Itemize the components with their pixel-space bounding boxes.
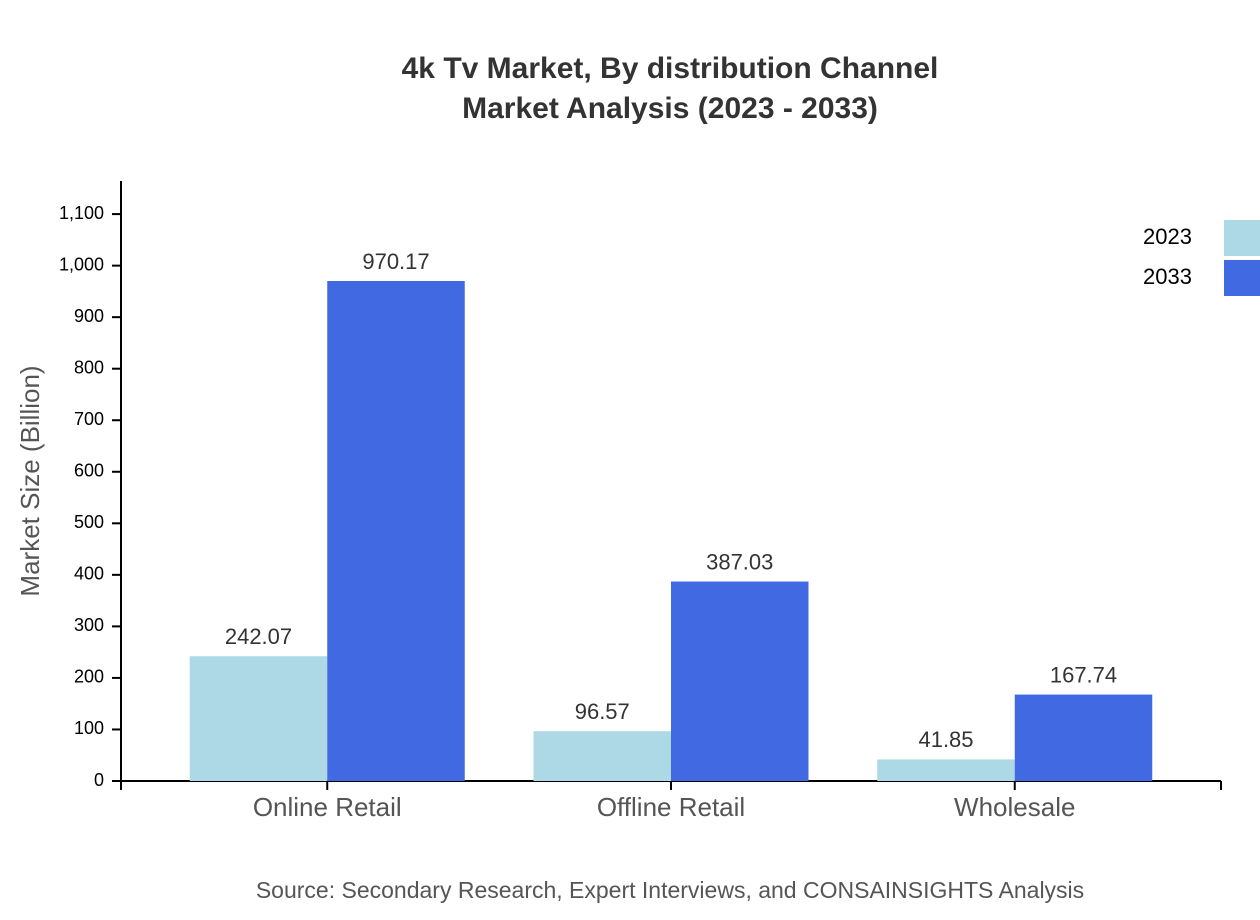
bar — [189, 656, 328, 781]
bar — [877, 759, 1015, 781]
chart-title: 4k Tv Market, By distribution Channel — [402, 52, 939, 85]
y-tick-label: 600 — [74, 461, 104, 481]
y-tick-label: 300 — [74, 615, 104, 635]
y-tick-label: 800 — [74, 357, 104, 377]
x-tick-label: Online Retail — [253, 792, 402, 822]
y-tick-label: 0 — [94, 770, 104, 790]
y-tick-label: 700 — [74, 409, 104, 429]
value-label: 242.07 — [225, 624, 292, 649]
legend-swatch — [1224, 260, 1260, 296]
y-tick-label: 1,000 — [59, 254, 104, 274]
bar — [671, 581, 809, 781]
bar — [1014, 694, 1153, 781]
y-axis-label: Market Size (Billion) — [15, 365, 45, 596]
x-tick-label: Wholesale — [954, 792, 1075, 822]
legend-swatch — [1224, 220, 1260, 256]
y-tick-label: 900 — [74, 306, 104, 326]
value-label: 970.17 — [362, 249, 429, 274]
y-tick-label: 100 — [74, 718, 104, 738]
bar — [327, 280, 465, 781]
value-label: 167.74 — [1050, 662, 1117, 687]
x-tick-label: Offline Retail — [597, 792, 745, 822]
y-tick-label: 1,100 — [59, 203, 104, 223]
y-tick-label: 200 — [74, 667, 104, 687]
legend-label: 2023 — [1143, 224, 1192, 249]
chart-subtitle: Market Analysis (2023 - 2033) — [462, 92, 878, 125]
bar — [533, 731, 671, 781]
legend-label: 2033 — [1143, 264, 1192, 289]
value-label: 387.03 — [706, 549, 773, 574]
y-tick-label: 500 — [74, 512, 104, 532]
source-note: Source: Secondary Research, Expert Inter… — [256, 877, 1084, 903]
value-label: 96.57 — [575, 699, 630, 724]
value-label: 41.85 — [918, 727, 973, 752]
y-tick-label: 400 — [74, 564, 104, 584]
